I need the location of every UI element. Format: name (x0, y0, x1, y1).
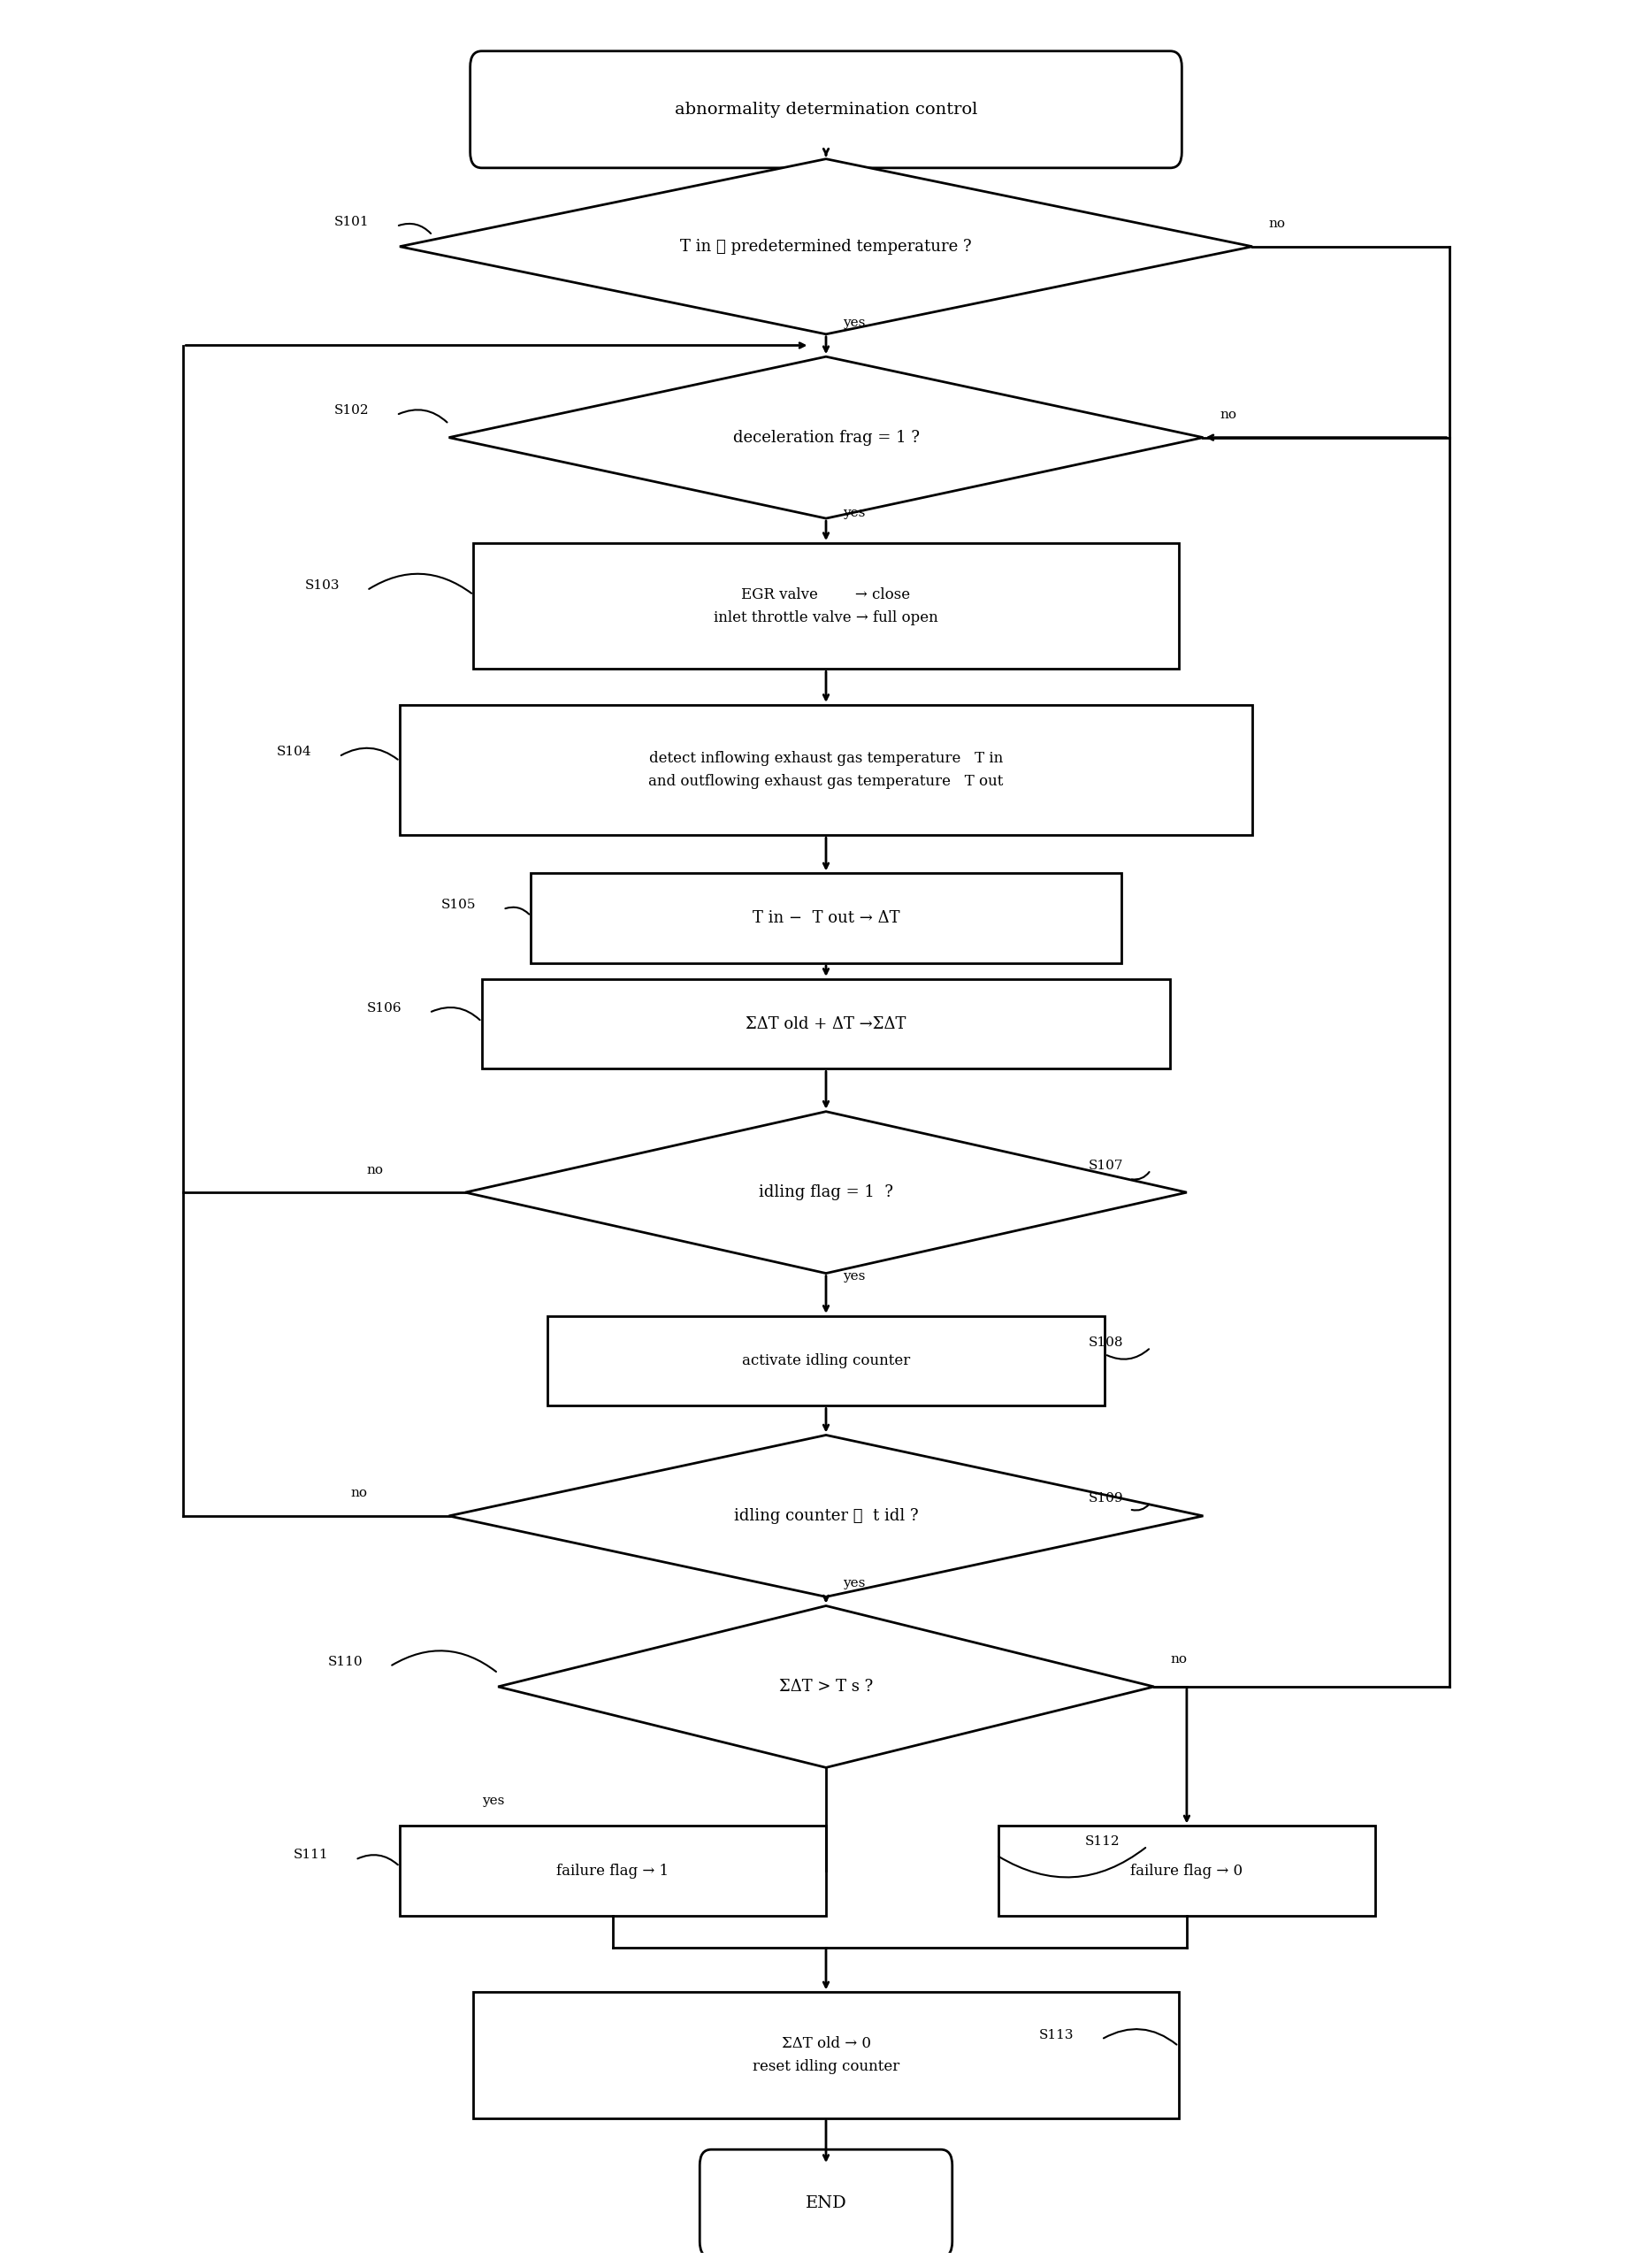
Text: S112: S112 (1085, 1837, 1120, 1848)
Text: S108: S108 (1089, 1337, 1123, 1349)
Bar (547, 1317, 1105, 1405)
Text: S103: S103 (304, 581, 340, 592)
Text: no: no (1170, 1654, 1188, 1665)
Bar (474, 1992, 1178, 2119)
Text: S106: S106 (367, 1003, 401, 1014)
Text: ΣΔT > T s ?: ΣΔT > T s ? (780, 1678, 872, 1694)
Text: END: END (805, 2196, 847, 2212)
Text: S111: S111 (292, 1850, 329, 1861)
Text: no: no (367, 1163, 383, 1177)
FancyBboxPatch shape (471, 52, 1181, 167)
Text: yes: yes (843, 506, 866, 520)
Text: S104: S104 (276, 745, 312, 759)
Text: no: no (1269, 217, 1285, 230)
Text: yes: yes (843, 316, 866, 330)
Text: abnormality determination control: abnormality determination control (674, 102, 978, 117)
Text: T in ≧ predetermined temperature ?: T in ≧ predetermined temperature ? (681, 239, 971, 255)
Text: EGR valve        → close
inlet throttle valve → full open: EGR valve → close inlet throttle valve →… (714, 587, 938, 626)
Text: yes: yes (843, 1270, 866, 1283)
Text: idling counter ≧  t idl ?: idling counter ≧ t idl ? (733, 1509, 919, 1525)
Text: no: no (350, 1486, 367, 1500)
Text: S105: S105 (441, 899, 476, 910)
Text: ΣΔT old + ΔT →ΣΔT: ΣΔT old + ΔT →ΣΔT (745, 1017, 907, 1032)
Text: no: no (1219, 409, 1236, 420)
Polygon shape (449, 1434, 1203, 1597)
Polygon shape (497, 1606, 1155, 1767)
Bar (530, 874, 1122, 962)
Text: activate idling counter: activate idling counter (742, 1353, 910, 1369)
Text: ΣΔT old → 0
reset idling counter: ΣΔT old → 0 reset idling counter (753, 2035, 899, 2074)
Polygon shape (449, 357, 1203, 517)
Text: failure flag → 1: failure flag → 1 (557, 1864, 669, 1879)
Bar (482, 978, 1170, 1069)
Text: yes: yes (482, 1796, 504, 1807)
Text: T in −  T out → ΔT: T in − T out → ΔT (752, 910, 900, 926)
Polygon shape (466, 1111, 1186, 1274)
Bar (400, 705, 1252, 836)
Bar (474, 542, 1178, 669)
Text: S101: S101 (334, 215, 368, 228)
Text: S109: S109 (1089, 1491, 1123, 1504)
Text: S113: S113 (1039, 2029, 1074, 2042)
Text: yes: yes (843, 1577, 866, 1590)
Text: S110: S110 (327, 1656, 362, 1667)
Text: S107: S107 (1089, 1159, 1123, 1172)
FancyBboxPatch shape (700, 2151, 952, 2257)
Bar (998, 1825, 1376, 1916)
Text: detect inflowing exhaust gas temperature   T in
and outflowing exhaust gas tempe: detect inflowing exhaust gas temperature… (649, 750, 1003, 788)
Text: S102: S102 (334, 404, 368, 416)
Text: idling flag = 1  ?: idling flag = 1 ? (758, 1184, 894, 1200)
Bar (400, 1825, 826, 1916)
Text: deceleration frag = 1 ?: deceleration frag = 1 ? (733, 429, 919, 445)
Text: failure flag → 0: failure flag → 0 (1130, 1864, 1242, 1879)
Polygon shape (400, 158, 1252, 334)
